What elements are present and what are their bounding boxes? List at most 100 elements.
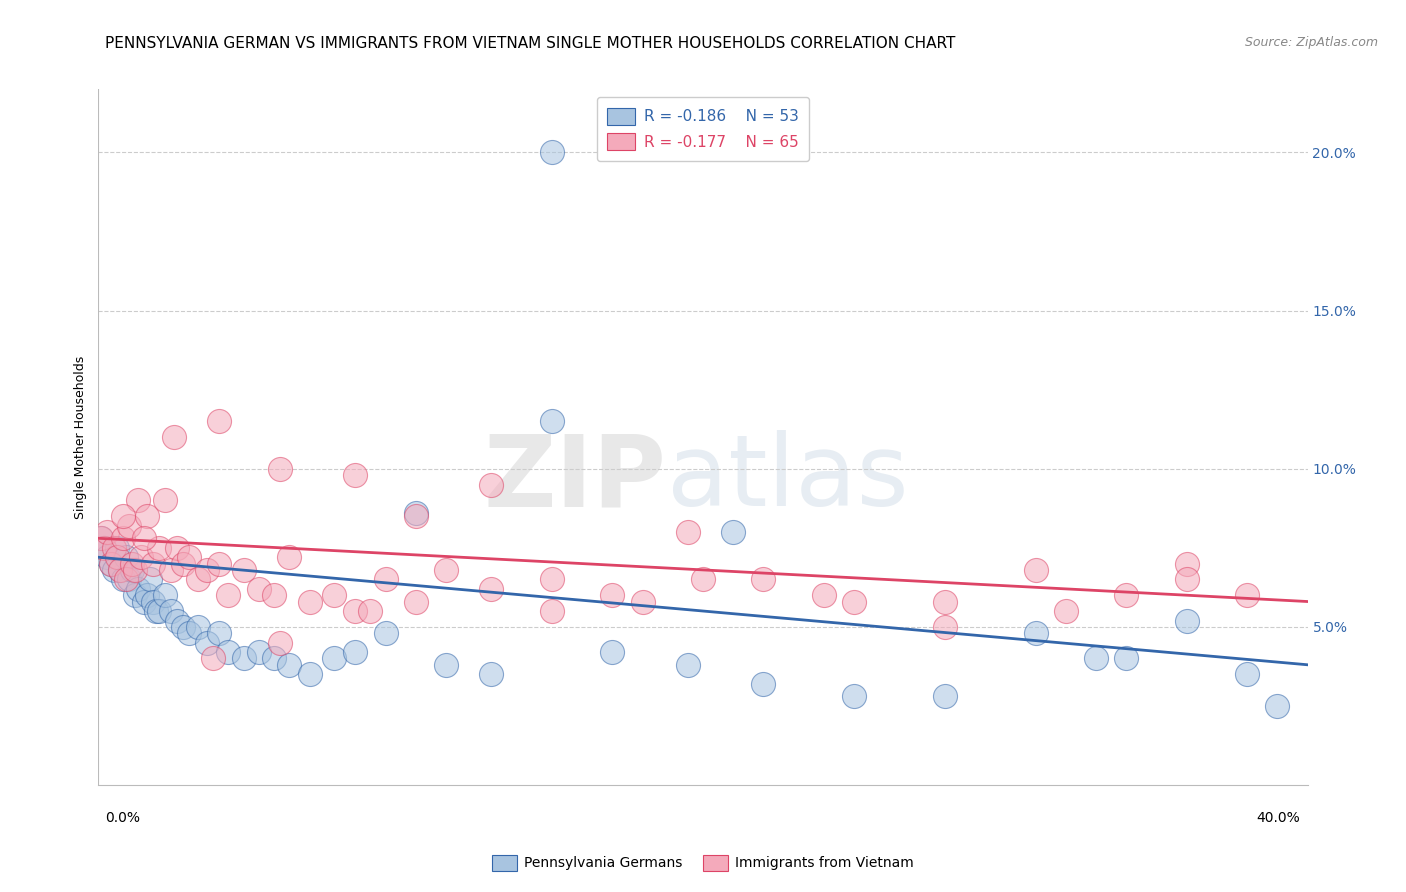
Point [405, 509, 427, 524]
Point [195, 563, 218, 577]
Point [299, 594, 322, 608]
Point [139, 573, 162, 587]
Point [631, 594, 654, 608]
Legend: Pennsylvania Germans, Immigrants from Vietnam: Pennsylvania Germans, Immigrants from Vi… [486, 849, 920, 876]
Point [96, 524, 118, 539]
Point [269, 461, 291, 475]
Point [360, 604, 382, 618]
Point [405, 594, 427, 608]
Point [1054, 604, 1077, 618]
Point [127, 493, 149, 508]
Point [323, 651, 346, 665]
Point [374, 573, 396, 587]
Point [299, 667, 322, 681]
Point [676, 657, 699, 672]
Point [90, 531, 112, 545]
Point [111, 573, 134, 587]
Point [114, 550, 136, 565]
Point [263, 651, 285, 665]
Point [676, 524, 699, 539]
Point [179, 626, 201, 640]
Y-axis label: Single Mother Households: Single Mother Households [75, 355, 87, 519]
Point [111, 531, 134, 545]
Point [374, 626, 396, 640]
Point [323, 588, 346, 602]
Point [344, 468, 367, 483]
Point [481, 477, 503, 491]
Point [202, 651, 225, 665]
Point [118, 573, 141, 587]
Point [277, 550, 299, 565]
Point [540, 573, 562, 587]
Point [752, 573, 775, 587]
Point [153, 588, 176, 602]
Point [752, 677, 775, 691]
Point [481, 667, 503, 681]
Point [105, 541, 128, 555]
Point [187, 620, 209, 634]
Point [142, 594, 165, 608]
Point [405, 506, 427, 520]
Point [1267, 698, 1289, 713]
Point [127, 582, 149, 596]
Point [813, 588, 835, 602]
Point [172, 620, 194, 634]
Point [121, 557, 143, 571]
Point [148, 604, 170, 618]
Point [208, 626, 231, 640]
Point [118, 518, 141, 533]
Point [187, 573, 209, 587]
Legend: R = -0.186    N = 53, R = -0.177    N = 65: R = -0.186 N = 53, R = -0.177 N = 65 [596, 97, 810, 161]
Point [602, 588, 624, 602]
Point [263, 588, 285, 602]
Point [1175, 573, 1198, 587]
Point [145, 604, 167, 618]
Point [1024, 626, 1046, 640]
Text: atlas: atlas [666, 430, 908, 527]
Point [481, 582, 503, 596]
Text: PENNSYLVANIA GERMAN VS IMMIGRANTS FROM VIETNAM SINGLE MOTHER HOUSEHOLDS CORRELAT: PENNSYLVANIA GERMAN VS IMMIGRANTS FROM V… [105, 36, 956, 51]
Point [723, 524, 745, 539]
Point [1236, 588, 1258, 602]
Point [208, 414, 231, 428]
Point [163, 430, 186, 444]
Text: ZIP: ZIP [484, 430, 666, 527]
Text: Source: ZipAtlas.com: Source: ZipAtlas.com [1244, 36, 1378, 49]
Point [103, 563, 125, 577]
Point [1236, 667, 1258, 681]
Point [208, 557, 231, 571]
Point [1175, 557, 1198, 571]
Point [344, 645, 367, 659]
Point [124, 563, 146, 577]
Point [1115, 588, 1137, 602]
Point [844, 690, 866, 704]
Point [166, 614, 188, 628]
Point [434, 563, 457, 577]
Point [844, 594, 866, 608]
Point [132, 531, 155, 545]
Point [108, 563, 131, 577]
Point [105, 550, 128, 565]
Point [217, 588, 239, 602]
Point [148, 541, 170, 555]
Point [100, 557, 122, 571]
Point [135, 509, 157, 524]
Point [132, 594, 155, 608]
Point [344, 604, 367, 618]
Point [692, 573, 714, 587]
Point [540, 414, 562, 428]
Point [121, 563, 143, 577]
Point [247, 645, 270, 659]
Point [103, 541, 125, 555]
Text: 0.0%: 0.0% [105, 811, 141, 825]
Point [232, 563, 254, 577]
Point [100, 557, 122, 571]
Point [1024, 563, 1046, 577]
Point [602, 645, 624, 659]
Point [142, 557, 165, 571]
Point [90, 531, 112, 545]
Point [195, 635, 218, 649]
Point [934, 594, 956, 608]
Point [129, 550, 152, 565]
Point [153, 493, 176, 508]
